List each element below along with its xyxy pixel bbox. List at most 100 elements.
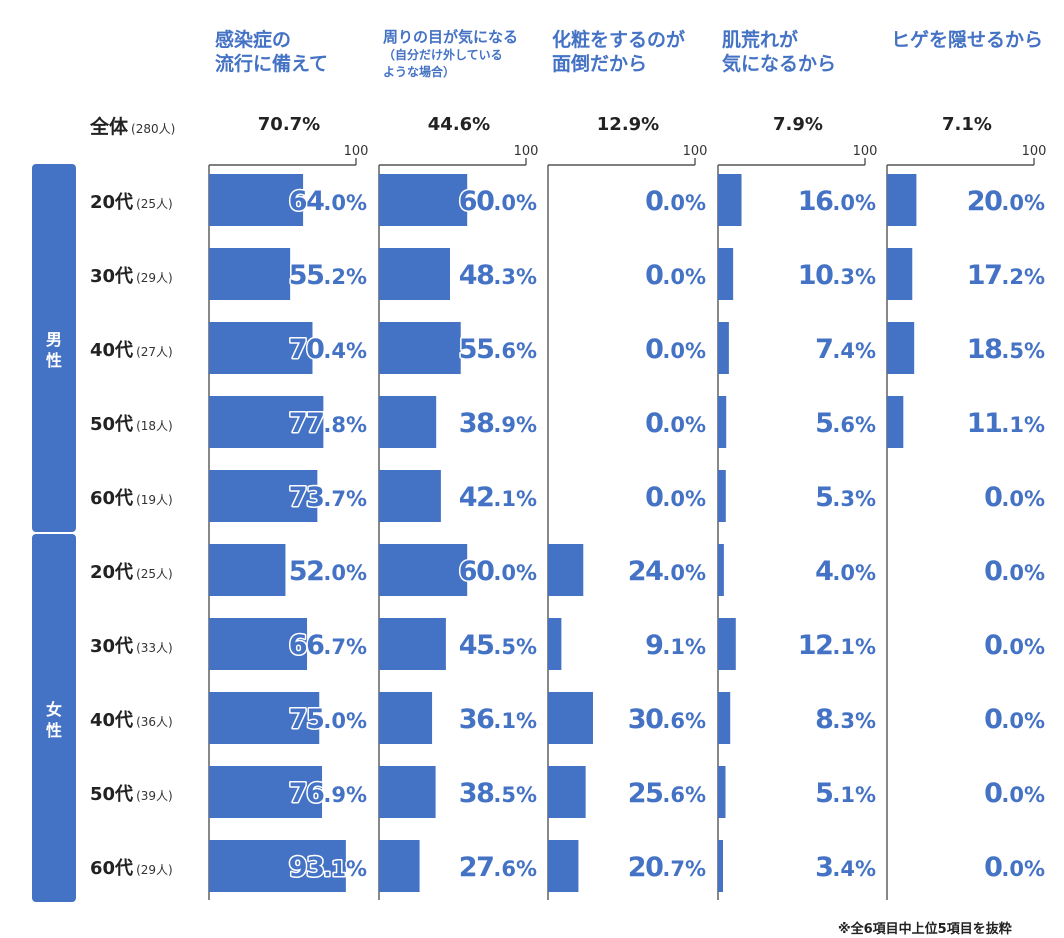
bar [548, 692, 593, 744]
overall-value-4: 7.9% [773, 114, 823, 135]
row-label-age: 50代 [90, 784, 134, 805]
bar [209, 618, 308, 670]
bar [887, 248, 913, 300]
axis-tick-label-2: 100 [514, 144, 539, 159]
bar [209, 470, 318, 522]
data-label: 76.9% [289, 778, 367, 809]
bar [209, 396, 324, 448]
data-label: 0.0% [984, 482, 1045, 513]
data-label: 52.0% [289, 556, 367, 587]
data-label: 4.0% [815, 556, 876, 587]
row-label-count: (18人) [136, 419, 173, 433]
overall-label: 全体 (280人) [90, 112, 175, 139]
data-label: 55.6% [459, 334, 537, 365]
data-label: 30.6% [628, 704, 706, 735]
row-label: 40代 (36人) [90, 706, 173, 732]
bar [379, 618, 446, 670]
data-label: 9.1% [645, 630, 706, 661]
bar [718, 322, 729, 374]
data-label: 5.1% [815, 778, 876, 809]
data-label: 36.1% [459, 704, 537, 735]
row-label-age: 20代 [90, 562, 134, 583]
axis-tick-label-5: 100 [1022, 144, 1047, 159]
group-tab-char: 男 [45, 330, 62, 349]
overall-value-5: 7.1% [942, 114, 992, 135]
row-label-age: 50代 [90, 414, 134, 435]
row-label-age: 20代 [90, 192, 134, 213]
data-label: 0.0% [645, 408, 706, 439]
overall-label-count: (280人) [131, 122, 176, 136]
data-label: 60.0% [459, 556, 537, 587]
bar [718, 174, 742, 226]
row-label: 50代 (39人) [90, 780, 173, 806]
bar [209, 840, 346, 892]
data-label: 75.0% [289, 704, 367, 735]
data-label: 55.2% [289, 260, 367, 291]
overall-value-1: 70.7% [257, 114, 321, 135]
bar [718, 840, 723, 892]
bar [548, 544, 584, 596]
data-label: 42.1% [459, 482, 537, 513]
bar [379, 544, 468, 596]
row-label-age: 60代 [90, 488, 134, 509]
bar [887, 396, 904, 448]
row-label: 20代 (25人) [90, 188, 173, 214]
row-label: 60代 (29人) [90, 854, 173, 880]
row-label-count: (27人) [136, 345, 173, 359]
column-title-2: 周りの目が気になる （自分だけ外している ような場合） [383, 28, 518, 81]
data-label: 0.0% [984, 704, 1045, 735]
footnote: ※全6項目中上位5項目を抜粋 [838, 922, 1012, 937]
data-label: 38.5% [459, 778, 537, 809]
bar [209, 544, 286, 596]
bar [718, 470, 726, 522]
column-title-5: ヒゲを隠せるから [891, 28, 1043, 52]
data-label: 0.0% [984, 852, 1045, 883]
bar [718, 396, 727, 448]
bar [548, 618, 562, 670]
bar [887, 322, 915, 374]
bar [548, 766, 586, 818]
axis-tick-label-3: 100 [683, 144, 708, 159]
bar [718, 618, 736, 670]
row-label: 40代 (27人) [90, 336, 173, 362]
data-label: 0.0% [984, 778, 1045, 809]
bar [718, 248, 734, 300]
bar [209, 322, 313, 374]
overall-label-name: 全体 [90, 116, 129, 138]
data-label: 70.4% [289, 334, 367, 365]
bar [887, 174, 917, 226]
bar [209, 766, 323, 818]
column-title-line: ヒゲを隠せるから [891, 29, 1044, 51]
data-label: 17.2% [967, 260, 1045, 291]
column-title-line: 化粧をするのが [552, 29, 686, 51]
data-label: 20.0% [967, 186, 1045, 217]
row-label-age: 30代 [90, 266, 134, 287]
column-title-1: 感染症の 流行に備えて [215, 28, 328, 76]
column-subtitle-line: ような場合） [383, 65, 456, 79]
row-label-count: (29人) [136, 863, 173, 877]
bar [548, 840, 579, 892]
row-label-age: 40代 [90, 340, 134, 361]
data-label: 48.3% [459, 260, 537, 291]
overall-value-3: 12.9% [596, 114, 660, 135]
bar [379, 322, 461, 374]
column-title-line: 流行に備えて [215, 53, 329, 75]
row-label: 50代 (18人) [90, 410, 173, 436]
data-label: 20.7% [628, 852, 706, 883]
column-title-line: 周りの目が気になる [383, 28, 519, 46]
bar [379, 692, 433, 744]
row-label-count: (25人) [136, 567, 173, 581]
data-label: 38.9% [459, 408, 537, 439]
column-title-line: 気になるから [722, 53, 837, 75]
row-label-age: 60代 [90, 858, 134, 879]
bar [379, 248, 451, 300]
axis-tick-label-4: 100 [853, 144, 878, 159]
row-label: 30代 (29人) [90, 262, 173, 288]
data-label: 5.3% [815, 482, 876, 513]
data-label: 25.6% [628, 778, 706, 809]
bar [209, 174, 304, 226]
data-label: 0.0% [984, 556, 1045, 587]
row-label-count: (19人) [136, 493, 173, 507]
